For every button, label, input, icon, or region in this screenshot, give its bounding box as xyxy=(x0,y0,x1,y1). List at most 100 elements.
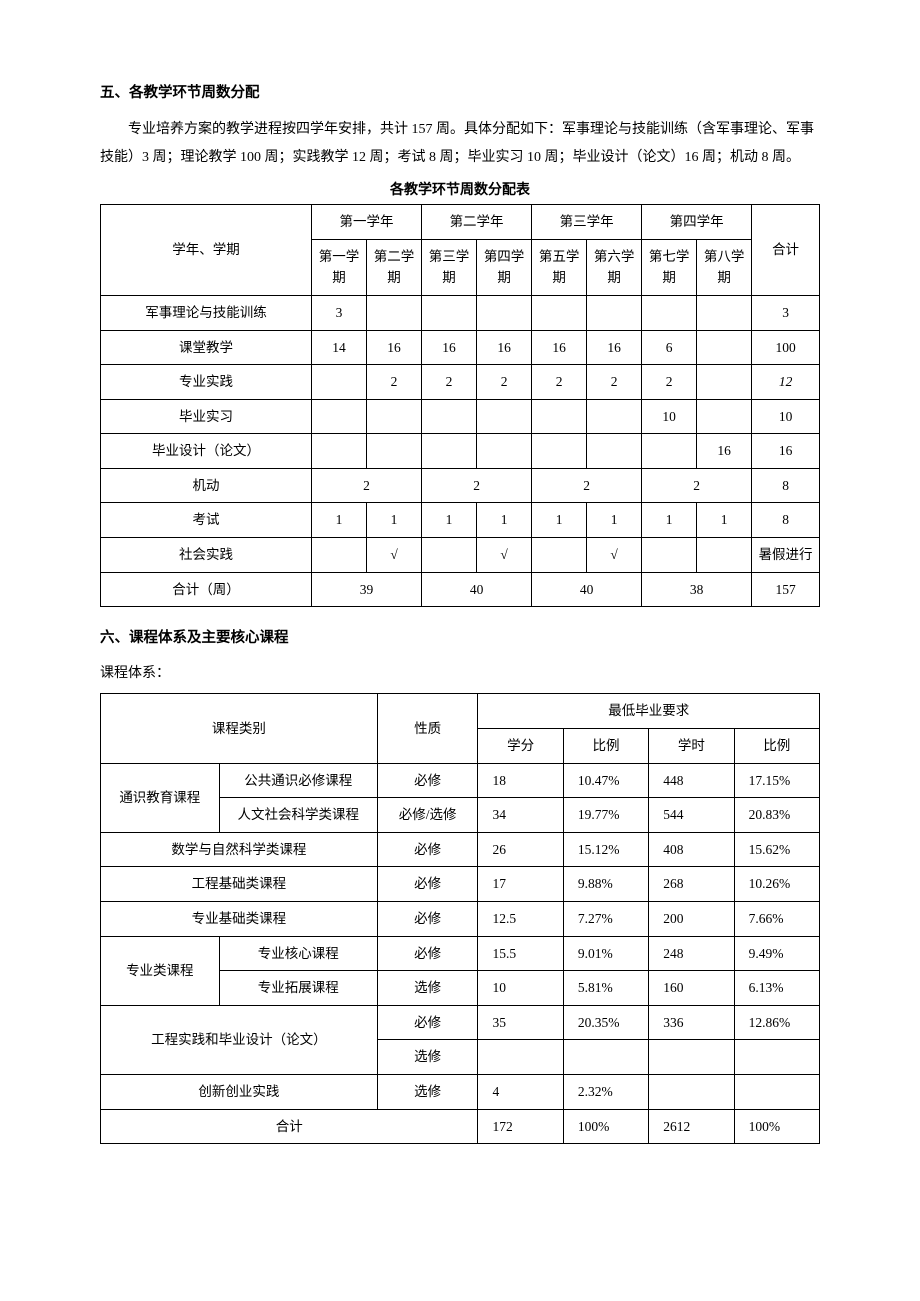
cell: 7.27% xyxy=(563,901,648,936)
cell: 1 xyxy=(587,503,642,538)
cat2: 专业核心课程 xyxy=(219,936,377,971)
cell: 16 xyxy=(532,330,587,365)
table-row: 考试 1 1 1 1 1 1 1 1 8 xyxy=(101,503,820,538)
cell-total: 16 xyxy=(752,434,820,469)
cell: 2 xyxy=(312,468,422,503)
cell: 5.81% xyxy=(563,971,648,1006)
cell: 200 xyxy=(649,901,734,936)
cell xyxy=(312,538,367,573)
cell xyxy=(697,365,752,400)
header-ratio2: 比例 xyxy=(734,729,819,764)
cell: 14 xyxy=(312,330,367,365)
nature: 必修 xyxy=(377,936,478,971)
header-sem6: 第六学期 xyxy=(587,239,642,295)
row-label: 课堂教学 xyxy=(101,330,312,365)
cell: 12.86% xyxy=(734,1005,819,1040)
nature: 选修 xyxy=(377,1074,478,1109)
table2-header-row1: 课程类别 性质 最低毕业要求 xyxy=(101,694,820,729)
cell-total: 暑假进行 xyxy=(752,538,820,573)
cell: 1 xyxy=(532,503,587,538)
cell: 15.12% xyxy=(563,832,648,867)
table-row: 合计 172 100% 2612 100% xyxy=(101,1109,820,1144)
cell: 1 xyxy=(477,503,532,538)
cell: 12.5 xyxy=(478,901,563,936)
header-sem7: 第七学期 xyxy=(642,239,697,295)
cell: 10.26% xyxy=(734,867,819,902)
section5-paragraph: 专业培养方案的教学进程按四学年安排，共计 157 周。具体分配如下：军事理论与技… xyxy=(100,116,820,172)
catfull: 专业基础类课程 xyxy=(101,901,378,936)
cell: 172 xyxy=(478,1109,563,1144)
course-system-table: 课程类别 性质 最低毕业要求 学分 比例 学时 比例 通识教育课程 公共通识必修… xyxy=(100,693,820,1144)
table-row: 创新创业实践 选修 4 2.32% xyxy=(101,1074,820,1109)
cat2: 公共通识必修课程 xyxy=(219,763,377,798)
cell xyxy=(642,295,697,330)
table-row: 课堂教学 14 16 16 16 16 16 6 100 xyxy=(101,330,820,365)
cell: 3 xyxy=(312,295,367,330)
cell: 408 xyxy=(649,832,734,867)
catfull: 工程实践和毕业设计（论文） xyxy=(101,1005,378,1074)
table1-header-row1: 学年、学期 第一学年 第二学年 第三学年 第四学年 合计 xyxy=(101,205,820,240)
cell xyxy=(734,1040,819,1075)
header-sem3: 第三学期 xyxy=(422,239,477,295)
cell: 248 xyxy=(649,936,734,971)
cell: 16 xyxy=(422,330,477,365)
cell: 40 xyxy=(532,572,642,607)
cell xyxy=(422,434,477,469)
cell xyxy=(697,399,752,434)
cell xyxy=(312,434,367,469)
table-row: 毕业设计（论文） 16 16 xyxy=(101,434,820,469)
header-year-semester: 学年、学期 xyxy=(101,205,312,296)
cell: 2 xyxy=(532,365,587,400)
row-label: 机动 xyxy=(101,468,312,503)
header-hours: 学时 xyxy=(649,729,734,764)
cell: √ xyxy=(367,538,422,573)
catfull: 创新创业实践 xyxy=(101,1074,378,1109)
cell: 268 xyxy=(649,867,734,902)
header-year3: 第三学年 xyxy=(532,205,642,240)
section6-subheading: 课程体系： xyxy=(100,661,820,688)
header-year2: 第二学年 xyxy=(422,205,532,240)
cell: 1 xyxy=(312,503,367,538)
cell: 6 xyxy=(642,330,697,365)
cell-total: 100 xyxy=(752,330,820,365)
cell xyxy=(734,1074,819,1109)
cell xyxy=(477,399,532,434)
cell: √ xyxy=(477,538,532,573)
row-label: 社会实践 xyxy=(101,538,312,573)
header-sem8: 第八学期 xyxy=(697,239,752,295)
header-year1: 第一学年 xyxy=(312,205,422,240)
cell: 2612 xyxy=(649,1109,734,1144)
cell: 40 xyxy=(422,572,532,607)
row-label: 考试 xyxy=(101,503,312,538)
cell: 2 xyxy=(587,365,642,400)
header-sem4: 第四学期 xyxy=(477,239,532,295)
cell: 17.15% xyxy=(734,763,819,798)
table-row: 军事理论与技能训练 3 3 xyxy=(101,295,820,330)
cell: 2 xyxy=(367,365,422,400)
header-credits: 学分 xyxy=(478,729,563,764)
cell: 2 xyxy=(477,365,532,400)
cell: 100% xyxy=(734,1109,819,1144)
row-label: 专业实践 xyxy=(101,365,312,400)
cell xyxy=(649,1040,734,1075)
cell xyxy=(642,434,697,469)
cell-total: 157 xyxy=(752,572,820,607)
cell: 10 xyxy=(478,971,563,1006)
header-ratio1: 比例 xyxy=(563,729,648,764)
cell xyxy=(563,1040,648,1075)
cell: 19.77% xyxy=(563,798,648,833)
cell xyxy=(312,399,367,434)
cell: 20.35% xyxy=(563,1005,648,1040)
catfull: 数学与自然科学类课程 xyxy=(101,832,378,867)
cat1: 专业类课程 xyxy=(101,936,220,1005)
cell: 16 xyxy=(587,330,642,365)
table-row: 机动 2 2 2 2 8 xyxy=(101,468,820,503)
nature: 必修 xyxy=(377,763,478,798)
header-req-group: 最低毕业要求 xyxy=(478,694,820,729)
cell-total: 10 xyxy=(752,399,820,434)
cell: 7.66% xyxy=(734,901,819,936)
catfull: 合计 xyxy=(101,1109,478,1144)
nature: 必修/选修 xyxy=(377,798,478,833)
row-label: 毕业设计（论文） xyxy=(101,434,312,469)
table-row: 数学与自然科学类课程 必修 26 15.12% 408 15.62% xyxy=(101,832,820,867)
